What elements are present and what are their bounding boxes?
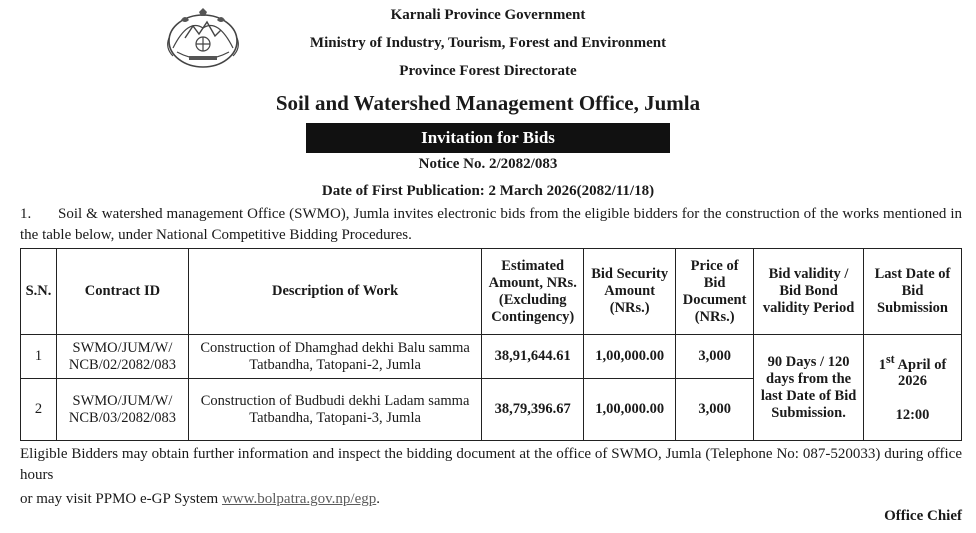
- header-bid-security: Bid Security Amount (NRs.): [583, 248, 677, 335]
- notice-number: Notice No. 2/2082/083: [418, 156, 558, 172]
- header-price-document: Price of Bid Document (NRs.): [675, 248, 755, 335]
- row-price-document: 3,000: [675, 378, 755, 441]
- row-contract-id: SWMO/JUM/W/ NCB/03/2082/083: [55, 378, 189, 441]
- last-date-month-year: April of 2026: [894, 356, 947, 390]
- table-row: 1 SWMO/JUM/W/ NCB/02/2082/083 Constructi…: [20, 334, 962, 441]
- header-bid-validity: Bid validity / Bid Bond validity Period: [753, 248, 865, 335]
- row-contract-id: SWMO/JUM/W/ NCB/02/2082/083: [55, 334, 189, 379]
- row-estimated-amount: 38,79,396.67: [481, 378, 585, 441]
- eligible-bidders-paragraph: Eligible Bidders may obtain further info…: [20, 446, 962, 483]
- egp-suffix: .: [376, 491, 380, 507]
- egp-prefix: or may visit PPMO e-GP System: [20, 491, 222, 507]
- header-contract-id: Contract ID: [55, 248, 189, 335]
- header-description: Description of Work: [187, 248, 483, 335]
- last-date-day: 1: [878, 356, 886, 373]
- bid-validity-period: 90 Days / 120 days from the last Date of…: [753, 334, 865, 441]
- egp-paragraph: or may visit PPMO e-GP System www.bolpat…: [20, 489, 962, 510]
- office-title: Soil and Watershed Management Office, Ju…: [275, 91, 701, 115]
- intro-number: 1.: [20, 206, 32, 222]
- table-row: 2 SWMO/JUM/W/ NCB/03/2082/083 Constructi…: [20, 378, 962, 441]
- table-header-row: S.N. Contract ID Description of Work Est…: [20, 248, 962, 335]
- row-sn: 2: [20, 378, 57, 441]
- bid-table: S.N. Contract ID Description of Work Est…: [20, 248, 962, 441]
- row-price-document: 3,000: [675, 334, 755, 379]
- row-bid-security: 1,00,000.00: [583, 334, 677, 379]
- signatory-office-chief: Office Chief: [884, 508, 962, 524]
- province-government: Karnali Province Government: [390, 7, 586, 23]
- row-description: Construction of Dhamghad dekhi Balu samm…: [187, 334, 483, 379]
- publication-date: Date of First Publication: 2 March 2026(…: [321, 183, 655, 199]
- nepal-emblem-icon: [167, 8, 239, 68]
- header-sn: S.N.: [20, 248, 57, 335]
- intro-paragraph: 1. Soil & watershed management Office (SW…: [20, 204, 962, 246]
- row-estimated-amount: 38,91,644.61: [481, 334, 585, 379]
- intro-text: Soil & watershed management Office (SWMO…: [20, 206, 962, 243]
- last-submission-date: 1st April of 2026 12:00: [863, 334, 962, 441]
- ministry-name: Ministry of Industry, Tourism, Forest an…: [309, 35, 667, 51]
- header-estimated-amount: Estimated Amount, NRs. (Excluding Contin…: [481, 248, 585, 335]
- row-bid-security: 1,00,000.00: [583, 378, 677, 441]
- row-sn: 1: [20, 334, 57, 379]
- directorate-name: Province Forest Directorate: [399, 63, 577, 79]
- row-description: Construction of Budbudi dekhi Ladam samm…: [187, 378, 483, 441]
- last-date-suffix: st: [885, 351, 895, 366]
- header-last-date: Last Date of Bid Submission: [863, 248, 962, 335]
- egp-link[interactable]: www.bolpatra.gov.np/egp: [221, 491, 377, 507]
- invitation-banner: Invitation for Bids: [306, 123, 670, 153]
- last-date-time: 12:00: [895, 407, 930, 424]
